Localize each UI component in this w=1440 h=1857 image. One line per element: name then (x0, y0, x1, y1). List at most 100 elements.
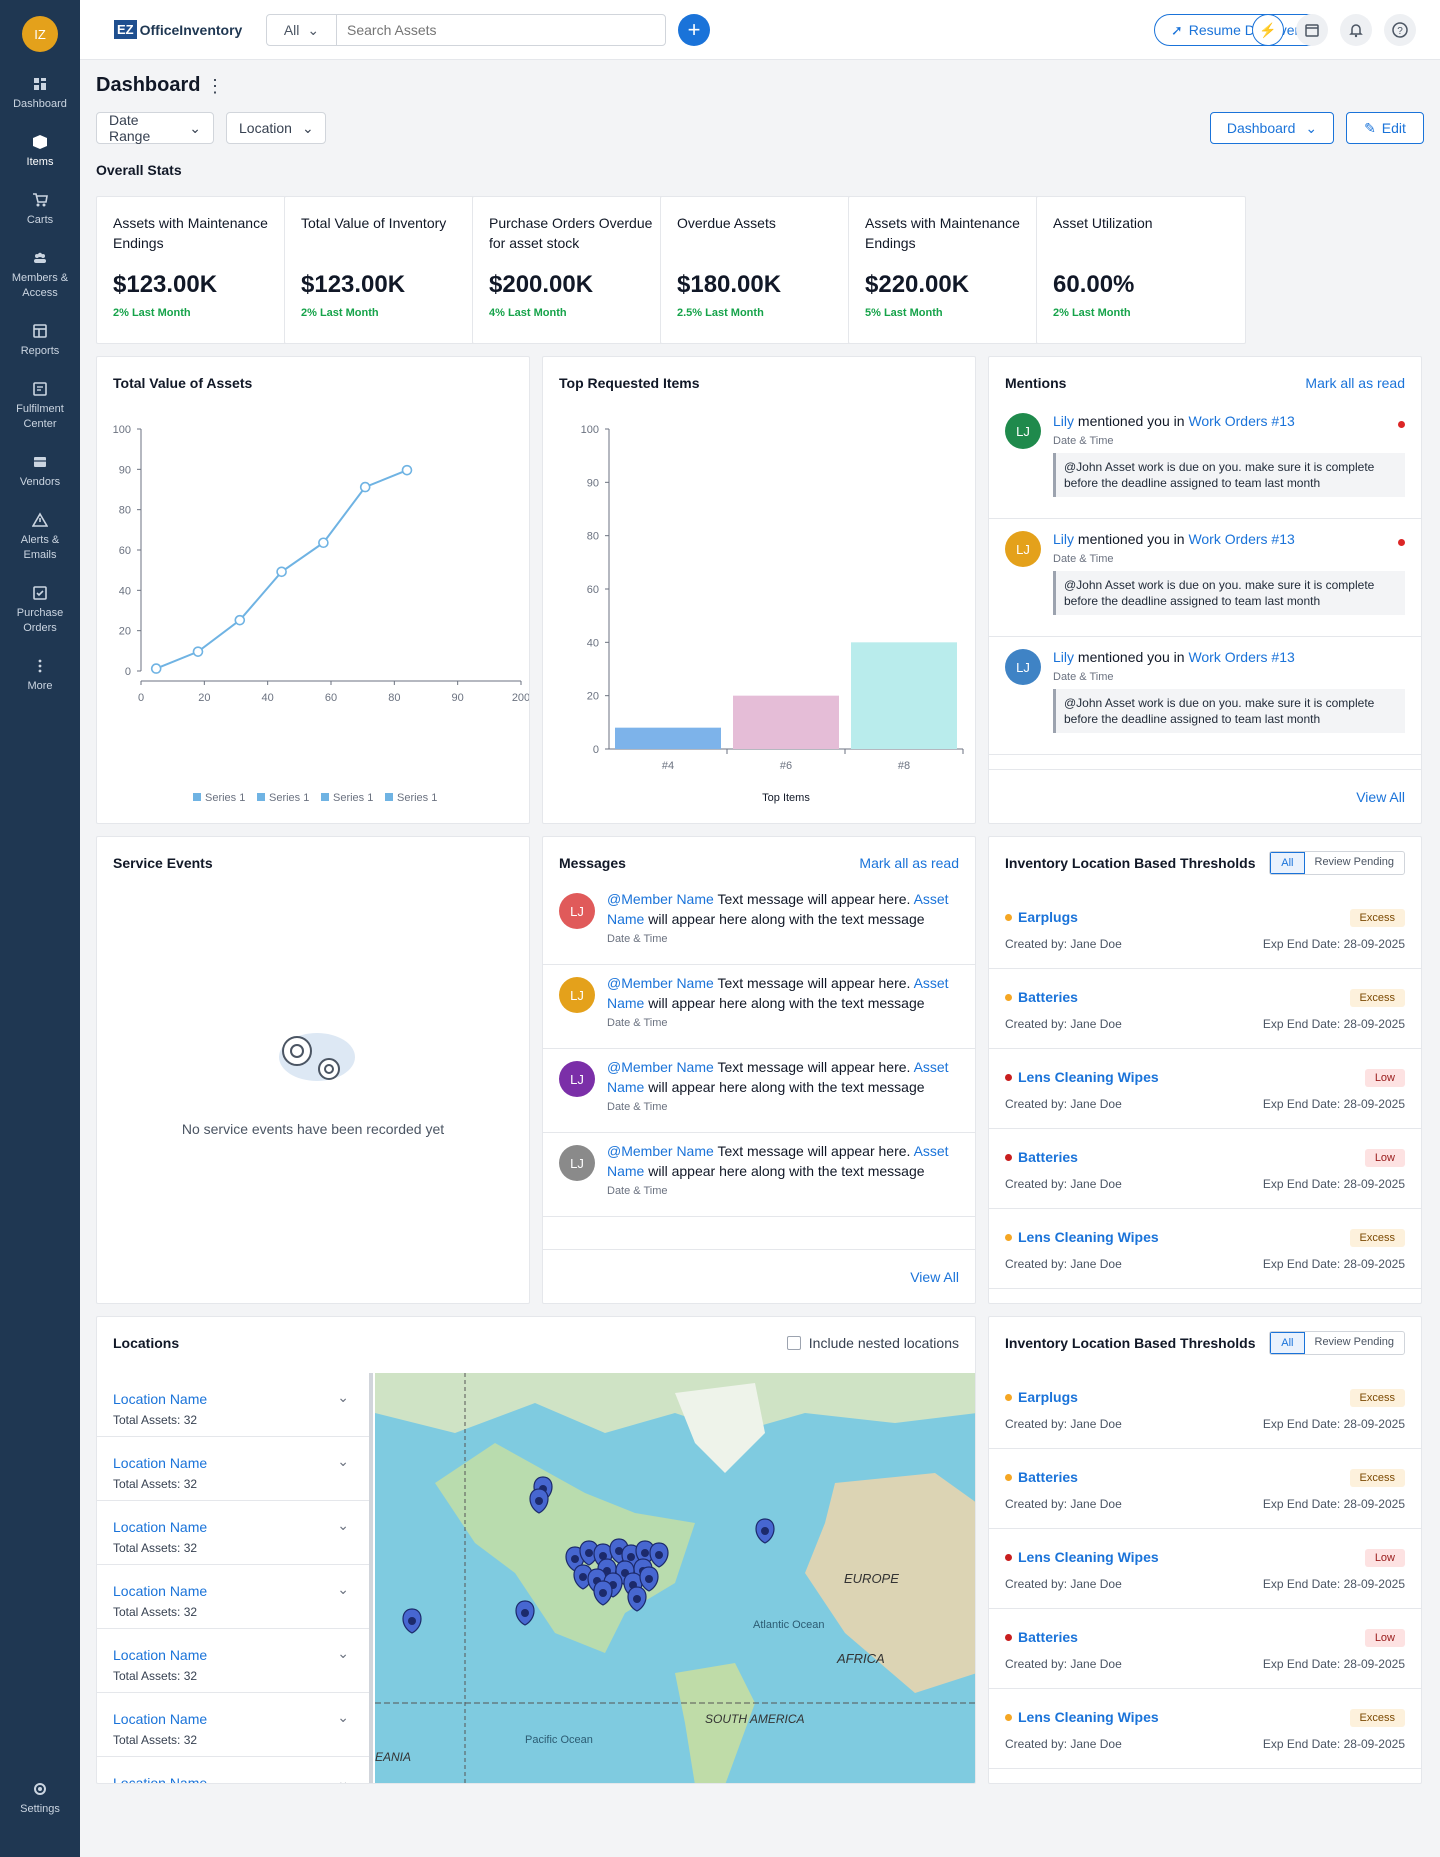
edit-button[interactable]: ✎ Edit (1346, 112, 1424, 144)
bolt-button[interactable]: ⚡ (1252, 14, 1284, 46)
mention-item[interactable]: LJ Lily mentioned you in Work Orders #13 D… (989, 401, 1421, 519)
threshold-item-name[interactable]: Batteries (1005, 1469, 1078, 1485)
data-point[interactable] (276, 566, 287, 578)
map-pin-icon[interactable] (649, 1542, 669, 1568)
location-row[interactable]: Location Name Total Assets: 32 ⌄ (97, 1437, 369, 1501)
threshold-row[interactable]: Earplugs Excess Created by: Jane Doe Exp En… (989, 1369, 1421, 1449)
map-pin-icon[interactable] (639, 1566, 659, 1592)
sidebar-item-reports[interactable]: Reports (0, 323, 80, 359)
asset-link[interactable]: Asset Name (607, 891, 949, 927)
map-pin-icon[interactable] (579, 1540, 599, 1566)
threshold-row[interactable]: Lens Cleaning Wipes Low Created by: Jane D… (989, 1529, 1421, 1609)
location-name-link[interactable]: Location Name (113, 1647, 208, 1663)
list-scrollbar[interactable] (369, 1373, 373, 1783)
nested-locations-checkbox[interactable]: Include nested locations (786, 1335, 959, 1351)
sidebar-item-carts[interactable]: Carts (0, 192, 80, 228)
chevron-down-icon[interactable]: ⌄ (337, 1517, 349, 1533)
filter-all-tab[interactable]: All (1270, 852, 1305, 874)
chevron-down-icon[interactable]: ⌄ (337, 1581, 349, 1597)
stat-card[interactable]: Overdue Assets $180.00K 2.5% Last Month (660, 196, 870, 344)
threshold-row[interactable]: Batteries Low Created by: Jane Doe Exp End … (989, 1129, 1421, 1209)
data-point[interactable] (192, 646, 204, 657)
checkbox-icon[interactable] (786, 1336, 801, 1350)
stat-card[interactable]: Asset Utilization 60.00% 2% Last Month (1036, 196, 1246, 344)
message-item[interactable]: LJ @Member Name Text message will appear … (543, 881, 975, 965)
chevron-down-icon[interactable]: ⌄ (337, 1453, 349, 1469)
threshold-item-name[interactable]: Lens Cleaning Wipes (1005, 1229, 1159, 1245)
threshold-row[interactable]: Batteries Excess Created by: Jane Doe Exp E… (989, 969, 1421, 1049)
asset-link[interactable]: Asset Name (607, 1143, 949, 1179)
location-row[interactable]: Location Name Total Assets: 32 ⌄ (97, 1629, 369, 1693)
mention-item[interactable]: LJ Lily mentioned you in Work Orders #13 D… (989, 519, 1421, 637)
stat-card[interactable]: Purchase Orders Overdue for asset stock $… (472, 196, 682, 344)
threshold-item-name[interactable]: Earplugs (1005, 1389, 1078, 1405)
search-category-select[interactable]: All ⌄ (267, 15, 337, 45)
threshold-row[interactable]: Batteries Low Created by: Jane Doe Exp End … (989, 1609, 1421, 1689)
location-filter[interactable]: Location ⌄ (226, 112, 326, 144)
bar[interactable] (733, 695, 839, 749)
map-pin-icon[interactable] (627, 1586, 647, 1612)
map-pin-icon[interactable] (529, 1488, 549, 1514)
notifications-button[interactable] (1340, 14, 1372, 46)
dashboard-select[interactable]: Dashboard ⌄ (1210, 112, 1334, 144)
filter-all-tab[interactable]: All (1270, 1332, 1305, 1354)
threshold-item-name[interactable]: Lens Cleaning Wipes (1005, 1709, 1159, 1725)
chevron-down-icon[interactable]: ⌄ (337, 1709, 349, 1725)
sidebar-item-more[interactable]: More (0, 658, 80, 694)
location-name-link[interactable]: Location Name (113, 1391, 208, 1407)
data-point[interactable] (150, 663, 162, 674)
chevron-down-icon[interactable]: ⌄ (337, 1645, 349, 1661)
location-row[interactable]: Location Name Total Assets: 32 ⌄ (97, 1501, 369, 1565)
mention-item[interactable]: LJ Lily mentioned you in Work Orders #13 D… (989, 637, 1421, 755)
member-link[interactable]: @Member Name (607, 1143, 714, 1159)
location-row[interactable]: Location Name Total Assets: 32 ⌄ (97, 1693, 369, 1757)
user-avatar[interactable]: IZ (22, 16, 58, 52)
bar[interactable] (851, 642, 957, 749)
message-item[interactable]: LJ @Member Name Text message will appear … (543, 965, 975, 1049)
date-range-filter[interactable]: Date Range ⌄ (96, 112, 214, 144)
member-link[interactable]: @Member Name (607, 891, 714, 907)
threshold-row[interactable]: Earplugs Excess Created by: Jane Doe Exp En… (989, 889, 1421, 969)
location-row[interactable]: Location Name Total Assets: 32 ⌄ (97, 1373, 369, 1437)
mention-user-link[interactable]: Lily (1053, 531, 1075, 547)
search-input[interactable] (337, 15, 665, 45)
data-point[interactable] (401, 464, 413, 476)
messages-mark-all-link[interactable]: Mark all as read (859, 855, 959, 871)
filter-review-pending-tab[interactable]: Review Pending (1314, 856, 1395, 868)
data-point[interactable] (234, 614, 246, 626)
threshold-item-name[interactable]: Lens Cleaning Wipes (1005, 1069, 1159, 1085)
threshold-row[interactable]: Batteries Excess Created by: Jane Doe Exp E… (989, 1449, 1421, 1529)
sidebar-item-dashboard[interactable]: Dashboard (0, 76, 80, 112)
map-pin-icon[interactable] (515, 1600, 535, 1626)
location-name-link[interactable]: Location Name (113, 1455, 208, 1471)
work-order-link[interactable]: Work Orders #13 (1188, 649, 1295, 665)
threshold-row[interactable]: Lens Cleaning Wipes Excess Created by: Jan… (989, 1209, 1421, 1289)
sidebar-item-alerts-emails[interactable]: Alerts & Emails (0, 512, 80, 563)
location-row[interactable]: Location Name Total Assets: 32 ⌄ (97, 1565, 369, 1629)
page-menu-icon[interactable]: ⋮ (206, 76, 224, 96)
asset-link[interactable]: Asset Name (607, 1059, 949, 1095)
locations-map[interactable]: EUROPE Atlantic Ocean AFRICA SOUTH AMERI… (375, 1373, 976, 1784)
map-pin-icon[interactable] (593, 1580, 613, 1606)
stat-card[interactable]: Total Value of Inventory $123.00K 2% Last … (284, 196, 494, 344)
sidebar-item-purchase-orders[interactable]: Purchase Orders (0, 585, 80, 636)
mentions-mark-all-link[interactable]: Mark all as read (1305, 375, 1405, 391)
logo[interactable]: EZ OfficeInventory (114, 20, 242, 39)
add-button[interactable]: + (678, 14, 710, 46)
location-name-link[interactable]: Location Name (113, 1583, 208, 1599)
sidebar-item-vendors[interactable]: Vendors (0, 454, 80, 490)
threshold-item-name[interactable]: Earplugs (1005, 909, 1078, 925)
threshold-row[interactable]: Lens Cleaning Wipes Low Created by: Jane D… (989, 1049, 1421, 1129)
threshold-row[interactable]: Lens Cleaning Wipes Excess Created by: Jan… (989, 1689, 1421, 1769)
threshold-item-name[interactable]: Batteries (1005, 1149, 1078, 1165)
location-name-link[interactable]: Location Name (113, 1775, 208, 1784)
data-point[interactable] (359, 481, 371, 493)
threshold-item-name[interactable]: Batteries (1005, 989, 1078, 1005)
location-row[interactable]: Location Name ⌄ (97, 1757, 369, 1784)
sidebar-item-fulfilment-center[interactable]: Fulfilment Center (0, 381, 80, 432)
bar[interactable] (615, 727, 721, 749)
asset-link[interactable]: Asset Name (607, 975, 949, 1011)
stat-card[interactable]: Assets with Maintenance Endings $123.00K 2… (96, 196, 306, 344)
work-order-link[interactable]: Work Orders #13 (1188, 413, 1295, 429)
location-name-link[interactable]: Location Name (113, 1711, 208, 1727)
